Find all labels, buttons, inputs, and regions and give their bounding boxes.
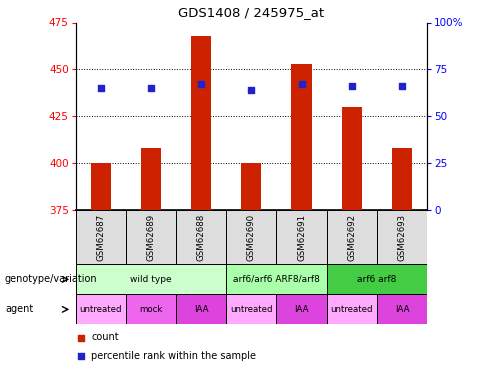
Bar <box>226 264 326 294</box>
Bar <box>126 294 176 324</box>
Point <box>197 81 205 87</box>
Bar <box>326 210 377 264</box>
Bar <box>377 210 427 264</box>
Bar <box>276 210 326 264</box>
Point <box>147 85 155 91</box>
Text: count: count <box>91 333 119 342</box>
Point <box>97 85 104 91</box>
Title: GDS1408 / 245975_at: GDS1408 / 245975_at <box>178 6 325 18</box>
Bar <box>91 163 111 210</box>
Text: agent: agent <box>5 304 33 314</box>
Text: wild type: wild type <box>130 275 172 284</box>
Text: arf6/arf6 ARF8/arf8: arf6/arf6 ARF8/arf8 <box>233 275 320 284</box>
Text: mock: mock <box>139 305 163 314</box>
Text: percentile rank within the sample: percentile rank within the sample <box>91 351 257 361</box>
Bar <box>176 210 226 264</box>
Text: GSM62687: GSM62687 <box>96 214 105 261</box>
Text: GSM62689: GSM62689 <box>146 214 156 261</box>
Bar <box>226 294 276 324</box>
Text: GSM62691: GSM62691 <box>297 214 306 261</box>
Text: IAA: IAA <box>395 305 409 314</box>
Bar <box>226 210 276 264</box>
Bar <box>126 210 176 264</box>
Point <box>298 81 305 87</box>
Text: GSM62690: GSM62690 <box>247 214 256 261</box>
Text: IAA: IAA <box>194 305 208 314</box>
Text: untreated: untreated <box>80 305 122 314</box>
Text: GSM62692: GSM62692 <box>347 214 356 261</box>
Bar <box>326 264 427 294</box>
Text: genotype/variation: genotype/variation <box>5 274 98 284</box>
Text: IAA: IAA <box>294 305 309 314</box>
Bar <box>76 294 126 324</box>
Text: arf6 arf8: arf6 arf8 <box>357 275 396 284</box>
Bar <box>76 210 126 264</box>
Bar <box>176 294 226 324</box>
Point <box>77 334 85 340</box>
Point <box>77 353 85 359</box>
Bar <box>377 294 427 324</box>
Bar <box>291 64 311 210</box>
Text: GSM62693: GSM62693 <box>397 214 407 261</box>
Bar <box>241 163 262 210</box>
Point <box>247 87 255 93</box>
Bar <box>76 264 226 294</box>
Text: untreated: untreated <box>330 305 373 314</box>
Bar <box>141 148 161 210</box>
Bar <box>276 294 326 324</box>
Point <box>398 83 406 89</box>
Bar <box>392 148 412 210</box>
Bar <box>342 107 362 210</box>
Text: untreated: untreated <box>230 305 273 314</box>
Point <box>348 83 356 89</box>
Bar <box>191 36 211 210</box>
Bar <box>326 294 377 324</box>
Text: GSM62688: GSM62688 <box>197 214 205 261</box>
